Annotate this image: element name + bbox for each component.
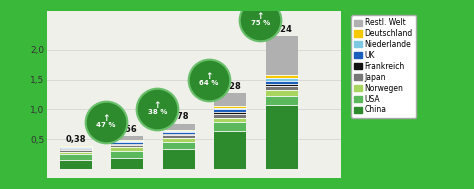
Bar — [163, 130, 195, 131]
Bar — [214, 93, 246, 106]
Bar — [163, 149, 195, 169]
Text: 0,38: 0,38 — [65, 135, 86, 144]
Bar — [60, 150, 92, 152]
Bar — [111, 140, 143, 141]
Bar — [163, 132, 195, 134]
Text: ↑: ↑ — [154, 101, 161, 110]
Bar — [214, 122, 246, 131]
Text: 75 %: 75 % — [251, 20, 270, 26]
Bar — [60, 148, 92, 149]
Bar — [266, 90, 298, 96]
Bar — [214, 118, 246, 122]
Point — [205, 78, 212, 81]
Bar — [266, 81, 298, 84]
Bar — [266, 86, 298, 90]
Bar — [214, 108, 246, 109]
Point — [102, 121, 109, 124]
Bar — [111, 141, 143, 142]
Bar — [266, 84, 298, 86]
Text: 1,28: 1,28 — [220, 82, 241, 91]
Bar — [163, 131, 195, 132]
Bar — [60, 147, 92, 148]
Bar — [111, 143, 143, 145]
Bar — [60, 152, 92, 154]
Bar — [214, 112, 246, 114]
Text: 2,24: 2,24 — [272, 25, 292, 34]
Point — [256, 18, 264, 21]
Text: 47 %: 47 % — [96, 122, 115, 128]
Text: 0,78: 0,78 — [169, 112, 189, 121]
Bar — [111, 145, 143, 147]
Bar — [163, 142, 195, 149]
Bar — [266, 105, 298, 169]
Bar — [163, 138, 195, 142]
Bar — [214, 114, 246, 118]
Bar — [111, 147, 143, 151]
Point — [154, 108, 161, 111]
Bar — [214, 106, 246, 108]
Text: ↑: ↑ — [205, 72, 212, 81]
Bar — [60, 149, 92, 150]
Text: 64 %: 64 % — [199, 80, 219, 86]
Bar — [111, 158, 143, 169]
Bar — [266, 96, 298, 105]
Bar — [266, 78, 298, 81]
Bar — [111, 136, 143, 140]
Bar — [60, 160, 92, 169]
Bar — [60, 154, 92, 160]
Bar — [111, 142, 143, 143]
Bar — [266, 75, 298, 78]
Bar — [266, 36, 298, 75]
Bar — [214, 131, 246, 169]
Bar — [163, 136, 195, 138]
Legend: Restl. Welt, Deutschland, Niederlande, UK, Frankreich, Japan, Norwegen, USA, Chi: Restl. Welt, Deutschland, Niederlande, U… — [351, 15, 416, 118]
Text: 38 %: 38 % — [147, 109, 167, 115]
Bar — [163, 124, 195, 130]
Bar — [214, 109, 246, 112]
Text: ↑: ↑ — [256, 12, 264, 21]
Bar — [111, 151, 143, 158]
Bar — [60, 146, 92, 147]
Bar — [163, 134, 195, 136]
Text: ↑: ↑ — [102, 114, 109, 123]
Text: 0,56: 0,56 — [117, 125, 137, 134]
